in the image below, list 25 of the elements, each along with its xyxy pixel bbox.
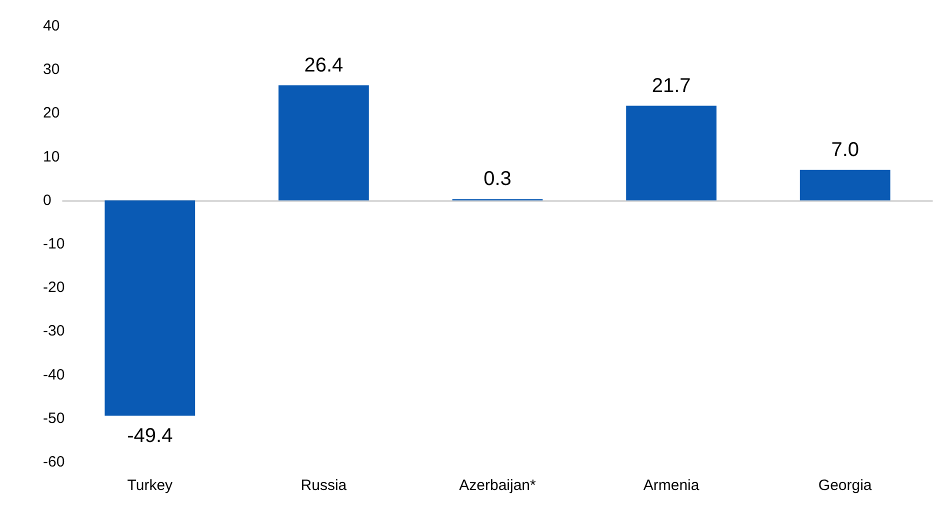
x-tick-label: Turkey xyxy=(127,477,174,494)
y-tick-label: 30 xyxy=(43,61,60,78)
y-tick-label: -10 xyxy=(43,236,65,252)
data-label: 26.4 xyxy=(304,54,344,76)
y-tick-label: -20 xyxy=(43,279,65,296)
bar xyxy=(278,85,369,200)
y-tick-label: -30 xyxy=(43,322,65,340)
data-label: -49.4 xyxy=(127,424,173,447)
y-tick-label: 10 xyxy=(43,148,60,166)
data-label: 7.0 xyxy=(831,138,860,161)
y-tick-label: 40 xyxy=(43,18,60,34)
y-tick-label: 0 xyxy=(43,192,52,209)
y-tick-label: -40 xyxy=(43,366,65,384)
x-tick-label: Azerbaijan* xyxy=(459,477,536,494)
data-label: 21.7 xyxy=(652,74,691,97)
y-tick-label: -60 xyxy=(43,454,65,470)
bar xyxy=(800,170,890,200)
x-tick-label: Russia xyxy=(300,477,348,494)
x-tick-label: Armenia xyxy=(643,477,700,494)
y-tick-label: 20 xyxy=(43,104,60,122)
bar xyxy=(104,200,196,416)
y-tick-label: -50 xyxy=(43,410,65,427)
data-label: 0.3 xyxy=(484,168,512,190)
x-tick-label: Georgia xyxy=(818,477,872,494)
bar xyxy=(626,106,716,200)
